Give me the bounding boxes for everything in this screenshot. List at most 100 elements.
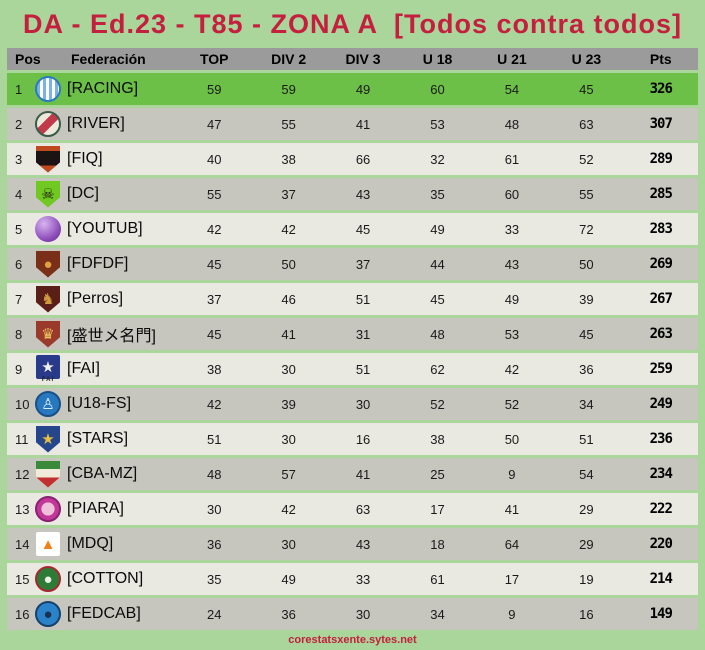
federation-name[interactable]: [FIQ] [67,150,103,167]
score-div2: 36 [281,606,296,622]
federation-name[interactable]: [DC] [67,185,99,202]
federation-name[interactable]: [U18-FS] [67,395,132,412]
score-u23: 34 [579,396,594,412]
column-header-u-23: U 23 [571,51,602,67]
table-row-5[interactable]: 5 [YOUTUB] 42 42 45 49 33 72 283 [7,213,698,245]
federation-name[interactable]: [COTTON] [67,570,144,587]
total-points: 283 [649,221,673,237]
score-top: 45 [206,256,222,272]
score-div2: 41 [281,326,296,342]
federation-name[interactable]: [CBA-MZ] [67,465,138,482]
score-u23: 51 [579,431,594,447]
table-row-6[interactable]: 6 ● [FDFDF] 45 50 37 44 43 50 269 [7,248,698,280]
score-u18: 17 [430,501,445,517]
federation-icon-cell [33,111,63,137]
score-u21: 61 [504,151,520,167]
column-header-pos: Pos [15,51,41,67]
federation-icon-cell [33,76,63,102]
total-points: 285 [649,186,673,202]
federation-name[interactable]: [盛世メ名門] [67,328,156,345]
score-div3: 41 [355,116,371,132]
table-row-13[interactable]: 13 [PIARA] 30 42 63 17 41 29 222 [7,493,698,525]
table-row-4[interactable]: 4 ☠ [DC] 55 37 43 35 60 55 285 [7,178,698,210]
youtub-orb-badge-icon [35,216,61,242]
federation-icon-cell: ▲ [33,532,63,556]
table-row-8[interactable]: 8 ♛ [盛世メ名門] 45 41 31 48 53 45 263 [7,318,698,350]
position-cell: 8 [15,326,23,342]
score-top: 24 [206,606,222,622]
federation-name[interactable]: [RIVER] [67,115,125,132]
federation-name[interactable]: [RACING] [67,80,139,97]
mdq-flame-badge-icon: ▲ [36,532,60,556]
table-row-16[interactable]: 16 ● [FEDCAB] 24 36 30 34 9 16 149 [7,598,698,630]
score-top: 59 [206,81,222,97]
score-div3: 41 [355,466,371,482]
position-cell: 4 [15,186,23,202]
federation-name[interactable]: [STARS] [67,430,129,447]
score-u23: 52 [579,151,594,167]
federation-icon-cell: ♞ [33,285,63,313]
column-header-div-3: DIV 3 [345,51,381,67]
total-points: 214 [649,571,673,587]
score-u18: 18 [430,536,445,552]
score-div2: 49 [281,571,296,587]
total-points: 249 [649,396,673,412]
score-u21: 42 [504,361,520,377]
page-title: DA - Ed.23 - T85 - ZONA A [Todos contra … [23,8,682,39]
table-row-1[interactable]: 1 [RACING] 59 59 49 60 54 45 326 [7,73,698,105]
score-top: 36 [206,536,222,552]
table-row-10[interactable]: 10 ♙ [U18-FS] 42 39 30 52 52 34 249 [7,388,698,420]
score-top: 35 [206,571,222,587]
score-div3: 30 [355,396,371,412]
perros-badge-glyph: ♞ [41,290,55,308]
table-row-15[interactable]: 15 ● [COTTON] 35 49 33 61 17 19 214 [7,563,698,595]
federation-name[interactable]: [Perros] [67,290,124,307]
table-row-11[interactable]: 11 ★ [STARS] 51 30 16 38 50 51 236 [7,423,698,455]
table-row-9[interactable]: 9 ★ FAI [FAI] 38 30 51 62 42 36 259 [7,353,698,385]
fdfdf-badge-icon: ● [36,250,60,278]
score-top: 55 [206,186,222,202]
federation-name[interactable]: [PIARA] [67,500,124,517]
total-points: 222 [649,501,673,517]
federation-icon-cell: ♛ [33,320,63,348]
crown-dynasty-badge-glyph: ♛ [41,325,55,343]
table-row-3[interactable]: 3 [FIQ] 40 38 66 32 61 52 289 [7,143,698,175]
score-u23: 55 [579,186,594,202]
score-div3: 16 [355,431,371,447]
score-u18: 49 [430,221,445,237]
score-top: 30 [206,501,222,517]
score-top: 47 [206,116,222,132]
position-cell: 13 [15,501,30,517]
total-points: 234 [649,466,673,482]
federation-icon-cell [33,216,63,242]
position-cell: 6 [15,256,23,272]
score-div3: 33 [355,571,371,587]
federation-name[interactable]: [FDFDF] [67,255,129,272]
table-row-14[interactable]: 14 ▲ [MDQ] 36 30 43 18 64 29 220 [7,528,698,560]
column-header-u-18: U 18 [422,51,453,67]
score-div2: 55 [281,116,296,132]
federation-name[interactable]: [MDQ] [67,535,114,552]
table-row-7[interactable]: 7 ♞ [Perros] 37 46 51 45 49 39 267 [7,283,698,315]
federation-icon-cell: ● [33,566,63,592]
footer-site-link[interactable]: corestatsxente.sytes.net [288,634,417,646]
federation-name[interactable]: [YOUTUB] [67,220,143,237]
score-div2: 39 [281,396,296,412]
score-u18: 25 [430,466,445,482]
stars-badge-glyph: ★ [41,430,55,448]
federation-name[interactable]: [FAI] [67,360,100,377]
total-points: 326 [649,81,673,97]
score-u21: 53 [504,326,520,342]
position-cell: 11 [15,431,29,447]
score-div3: 31 [355,326,371,342]
table-row-12[interactable]: 12 [CBA-MZ] 48 57 41 25 9 54 234 [7,458,698,490]
score-u21: 43 [504,256,520,272]
table-row-2[interactable]: 2 [RIVER] 47 55 41 53 48 63 307 [7,108,698,140]
score-u23: 50 [579,256,594,272]
score-div2: 42 [281,501,296,517]
score-u23: 29 [579,536,594,552]
federation-icon-cell [33,145,63,173]
federation-name[interactable]: [FEDCAB] [67,605,141,622]
piara-pig-badge-icon [35,496,61,522]
fai-eagle-badge-glyph: ★ [41,358,55,376]
